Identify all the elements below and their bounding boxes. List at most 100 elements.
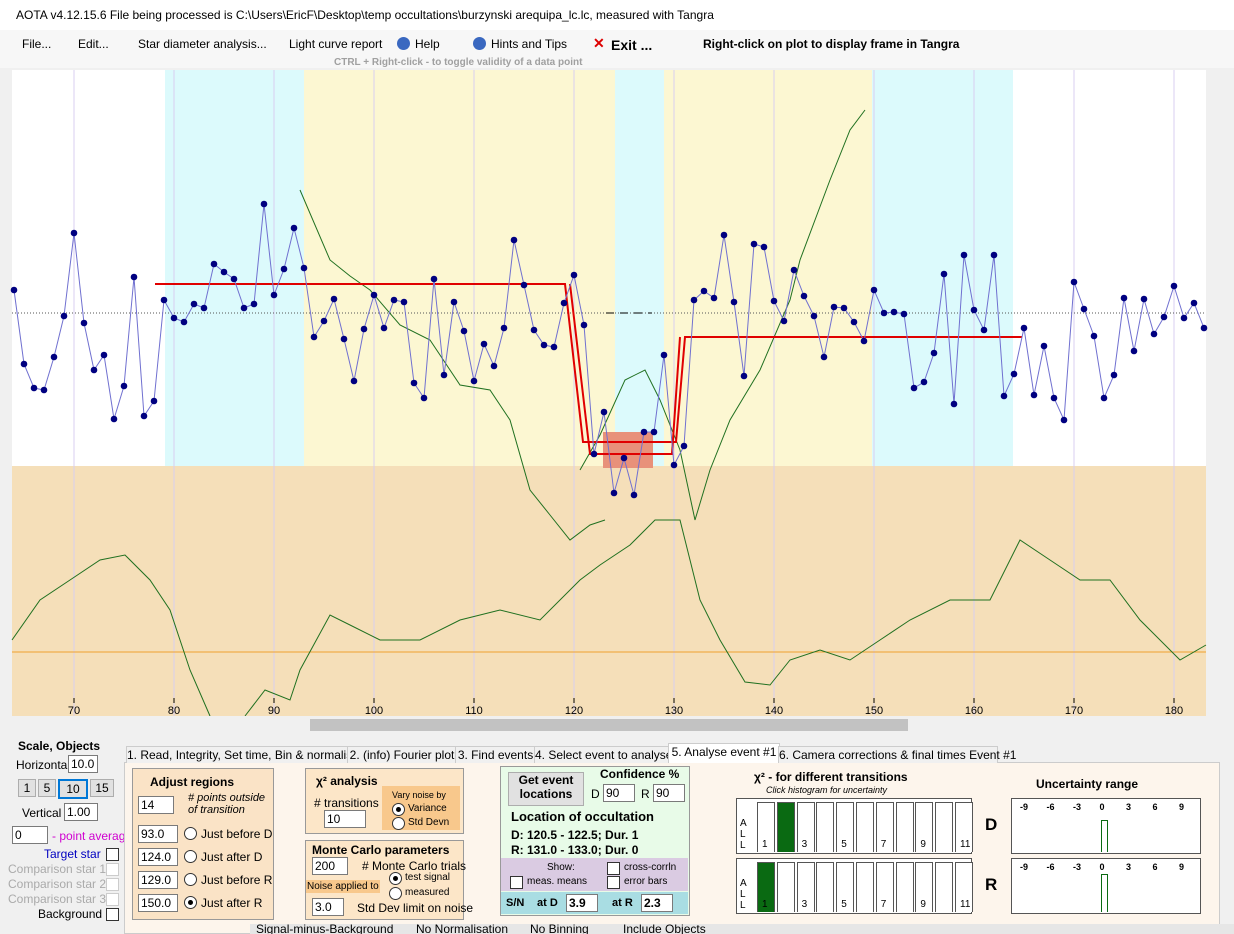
average-select[interactable]: 0	[12, 826, 48, 844]
tab[interactable]: 4. Select event to analyse	[534, 746, 673, 763]
uncertainty-plot[interactable]	[1011, 858, 1201, 914]
r-confidence[interactable]: 90	[653, 784, 685, 802]
data-point	[800, 292, 808, 300]
histogram-bar[interactable]	[776, 862, 795, 912]
data-point	[430, 275, 438, 283]
histogram-bar[interactable]	[856, 862, 874, 912]
status-item[interactable]: Signal-minus-Background	[256, 922, 394, 934]
region-label: Just before R	[201, 873, 273, 887]
histogram-bar[interactable]	[915, 802, 934, 852]
transitions-label: # transitions	[314, 796, 379, 810]
transitions-input[interactable]: 10	[324, 810, 366, 828]
tab[interactable]: 6. Camera corrections & final times Even…	[778, 746, 1017, 763]
histogram-bar[interactable]	[875, 862, 894, 912]
histogram-bar[interactable]	[757, 862, 775, 912]
data-point	[350, 377, 358, 385]
uncertainty-plot[interactable]	[1011, 798, 1201, 854]
get-locations-button[interactable]: Get event locations	[508, 772, 584, 806]
trials-input[interactable]: 200	[312, 857, 348, 875]
histogram-bar[interactable]	[816, 802, 835, 852]
histogram-bar[interactable]	[796, 802, 815, 852]
show-label: Show:	[547, 862, 575, 873]
uncertainty-label: 6	[1152, 802, 1158, 812]
histogram-bar[interactable]	[757, 802, 775, 852]
region-input[interactable]: 124.0	[138, 848, 178, 866]
region-input[interactable]: 129.0	[138, 871, 178, 889]
tab[interactable]: 2. (info) Fourier plot	[347, 746, 457, 763]
tab[interactable]: 5. Analyse event #1	[668, 743, 780, 763]
histogram-bar[interactable]	[875, 802, 894, 852]
baseline-region	[872, 70, 1013, 466]
scale-button[interactable]: 5	[38, 779, 56, 797]
status-item[interactable]: No Normalisation	[416, 922, 509, 934]
points-input[interactable]: 14	[138, 796, 174, 814]
histogram-bar[interactable]	[836, 802, 855, 852]
object-checkbox[interactable]	[106, 863, 119, 876]
menu-item[interactable]: Light curve report	[289, 37, 383, 51]
histogram-bar[interactable]	[895, 802, 914, 852]
histogram-bar[interactable]	[856, 802, 874, 852]
histogram-label: 7	[880, 839, 887, 850]
histogram-bar[interactable]	[955, 802, 973, 852]
data-point	[1190, 299, 1198, 307]
data-point	[520, 281, 528, 289]
limit-input[interactable]: 3.0	[312, 898, 344, 916]
horizontal-input[interactable]: 10.0	[68, 755, 98, 773]
histogram-bar[interactable]	[796, 862, 815, 912]
show-checkbox[interactable]	[510, 876, 523, 889]
histogram-bar[interactable]	[836, 862, 855, 912]
histogram-bar[interactable]	[955, 862, 973, 912]
menu-item[interactable]: Edit...	[78, 37, 109, 51]
region-radio[interactable]	[184, 827, 197, 840]
scale-button[interactable]: 15	[90, 779, 114, 797]
d-confidence[interactable]: 90	[603, 784, 635, 802]
region-radio[interactable]	[184, 850, 197, 863]
region-input[interactable]: 150.0	[138, 894, 178, 912]
status-item[interactable]: No Binning	[530, 922, 589, 934]
tab[interactable]: 3. Find events	[455, 746, 536, 763]
data-point	[70, 229, 78, 237]
signal-radio[interactable]	[389, 872, 402, 885]
show-box	[501, 858, 688, 891]
menu-item[interactable]: Help	[415, 37, 440, 51]
menu-item[interactable]: Star diameter analysis...	[138, 37, 267, 51]
data-point	[900, 310, 908, 318]
vertical-input[interactable]: 1.00	[64, 803, 98, 821]
signal-radio[interactable]	[389, 887, 402, 900]
histogram-bar[interactable]	[895, 862, 914, 912]
data-point	[640, 428, 648, 436]
object-checkbox[interactable]	[106, 848, 119, 861]
scale-button[interactable]: 10	[58, 779, 88, 799]
status-item[interactable]: Include Objects	[623, 922, 706, 934]
histogram-bar[interactable]	[915, 862, 934, 912]
data-point	[180, 318, 188, 326]
menu-item[interactable]: Hints and Tips	[491, 37, 568, 51]
scroll-thumb[interactable]	[310, 719, 908, 731]
histogram-bar[interactable]	[816, 862, 835, 912]
histogram-label: 7	[880, 899, 887, 910]
noise-radio[interactable]	[392, 803, 405, 816]
tab[interactable]: 1. Read, Integrity, Set time, Bin & norm…	[126, 746, 359, 763]
object-checkbox[interactable]	[106, 878, 119, 891]
show-checkbox[interactable]	[607, 876, 620, 889]
scale-button[interactable]: 1	[18, 779, 36, 797]
histogram-label: 11	[960, 899, 971, 910]
data-point	[660, 351, 668, 359]
data-point	[930, 349, 938, 357]
menu-item[interactable]: File...	[22, 37, 52, 51]
data-point	[420, 394, 428, 402]
menu-item[interactable]: Exit ...	[611, 37, 653, 53]
region-radio[interactable]	[184, 873, 197, 886]
object-checkbox[interactable]	[106, 908, 119, 921]
region-input[interactable]: 93.0	[138, 825, 178, 843]
histogram-bar[interactable]	[935, 802, 954, 852]
uncertainty-label: 9	[1179, 862, 1185, 872]
show-checkbox[interactable]	[607, 862, 620, 875]
histogram-bar[interactable]	[776, 802, 795, 852]
histogram-bar[interactable]	[935, 862, 954, 912]
noise-radio[interactable]	[392, 817, 405, 830]
uncertainty-label: 0	[1099, 802, 1105, 812]
region-radio[interactable]	[184, 896, 197, 909]
object-checkbox[interactable]	[106, 893, 119, 906]
